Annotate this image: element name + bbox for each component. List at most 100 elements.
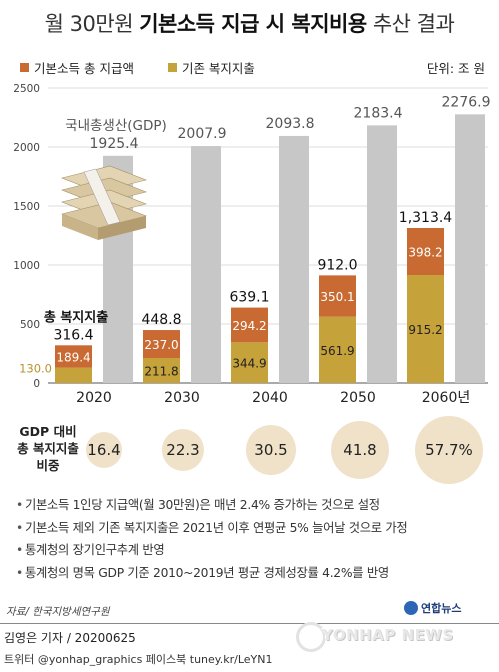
basic-income-bar — [143, 330, 180, 359]
x-tick-label: 2050 — [340, 390, 376, 406]
legend-item-existing: 기존 복지지출 — [167, 58, 255, 77]
total-series-label: 총 복지지출 — [44, 310, 108, 326]
note-item: • 통계청의 장기인구추계 반영 — [16, 539, 486, 562]
gdp-value-label: 2093.8 — [266, 116, 315, 132]
note-bullet: • — [16, 498, 23, 512]
basic-income-bar — [231, 307, 268, 343]
globe-icon — [404, 601, 418, 615]
chart-legend: 기본소득 총 지급액 기존 복지지출 — [20, 58, 289, 77]
ratio-bubble: 41.8 — [330, 420, 390, 480]
ratio-label-line-2: 총 복지지출 — [17, 441, 79, 456]
logo-text: 연합뉴스 — [421, 602, 462, 615]
bar-chart: 0 500 1000 1500 2000 2500 130.0 189.4 316.4 1925.… — [13, 83, 491, 406]
ratio-value-label: 16.4 — [87, 440, 121, 459]
note-bullet: • — [16, 565, 23, 580]
legend-label-existing: 기존 복지지출 — [181, 61, 255, 76]
existing-value-label: 130.0 — [19, 362, 52, 376]
basic-income-value-label: 350.1 — [320, 290, 354, 304]
note-item: • 기본소득 1인당 지급액(월 30만원)은 매년 2.4% 증가하는 것으로 … — [16, 494, 486, 517]
watermark-text: YONHAP NEWS — [322, 626, 454, 644]
existing-value-label: 211.8 — [144, 365, 178, 379]
note-text: 통계청의 장기인구추계 반영 — [25, 543, 165, 557]
x-tick-label: 2060년 — [422, 390, 471, 406]
basic-income-bar — [55, 345, 92, 368]
gdp-value-label: 2183.4 — [354, 105, 403, 121]
title-part3: 추산 결과 — [372, 12, 455, 36]
ratio-label-line-1: GDP 대비 — [19, 424, 77, 439]
gdp-series-label: 국내총생산(GDP) — [65, 118, 167, 134]
existing-welfare-bar — [143, 358, 180, 383]
ratio-value-label: 57.7% — [425, 440, 473, 459]
ratio-bubble: 57.7% — [414, 415, 484, 485]
total-value-label: 448.8 — [141, 312, 181, 328]
basic-income-bar — [407, 228, 444, 276]
money-band-icon — [83, 168, 121, 226]
gdp-bar — [367, 125, 397, 383]
total-value-label: 639.1 — [229, 290, 269, 306]
basic-income-bar — [319, 275, 356, 317]
note-bullet: • — [16, 543, 23, 557]
ratio-label: GDP 대비 총 복지지출 비중 — [8, 423, 88, 474]
x-tick-label: 2020 — [76, 390, 112, 406]
title-part1: 월 30만원 — [44, 12, 134, 36]
title-part2: 기본소득 지급 시 복지비용 — [139, 12, 367, 36]
basic-income-value-label: 294.2 — [232, 319, 266, 333]
basic-income-value-label: 189.4 — [56, 350, 90, 364]
note-text: 기본소득 1인당 지급액(월 30만원)은 매년 2.4% 증가하는 것으로 설… — [25, 498, 380, 512]
notes-list: • 기본소득 1인당 지급액(월 30만원)은 매년 2.4% 증가하는 것으로 … — [16, 494, 486, 584]
ratio-bubble: 16.4 — [85, 431, 123, 469]
note-text: 통계청의 명목 GDP 기준 2010~2019년 평균 경제성장률 4.2%를… — [25, 565, 389, 580]
gdp-bar — [191, 146, 221, 383]
note-item: • 통계청의 명목 GDP 기준 2010~2019년 평균 경제성장률 4.2%… — [16, 562, 486, 585]
gdp-bar — [455, 114, 485, 383]
ratio-value-label: 30.5 — [254, 440, 288, 459]
basic-income-value-label: 398.2 — [408, 246, 442, 260]
social-text: 트위터 @yonhap_graphics 페이스북 tuney.kr/LeYN1 — [4, 653, 273, 666]
existing-welfare-bar — [407, 275, 444, 383]
existing-welfare-bar — [231, 342, 268, 383]
money-stack-front-icon — [98, 216, 146, 240]
existing-welfare-bar — [319, 316, 356, 383]
watermark-ring-icon — [296, 622, 326, 652]
ratio-bubble: 22.3 — [161, 428, 205, 472]
gdp-value-label: 2007.9 — [178, 126, 227, 142]
y-tick-label: 2500 — [13, 83, 40, 95]
legend-label-basic-income: 기본소득 총 지급액 — [34, 61, 134, 76]
existing-welfare-bar — [55, 367, 92, 383]
source-text: 자료/ 한국지방세연구원 — [6, 606, 110, 618]
y-tick-label: 1500 — [13, 201, 40, 213]
y-tick-label: 1000 — [13, 260, 40, 272]
note-item: • 기본소득 제외 기존 복지지출은 2021년 이후 연평균 5% 늘어날 것으… — [16, 517, 486, 540]
ratio-bubble: 30.5 — [246, 425, 296, 475]
page-title: 월 30만원 기본소득 지급 시 복지비용 추산 결과 — [0, 8, 499, 38]
legend-item-basic-income: 기본소득 총 지급액 — [20, 58, 134, 77]
note-bullet: • — [16, 520, 23, 535]
legend-swatch-existing — [167, 63, 177, 72]
gdp-bar — [279, 135, 309, 383]
y-tick-label: 0 — [33, 378, 40, 390]
y-tick-label: 2000 — [13, 142, 40, 154]
ratio-label-line-3: 비중 — [36, 458, 60, 473]
credit-text: 김영은 기자 / 20200625 — [4, 631, 136, 645]
ratio-value-label: 22.3 — [166, 440, 200, 459]
gdp-value-label: 1925.4 — [90, 136, 139, 152]
note-text: 기본소득 제외 기존 복지지출은 2021년 이후 연평균 5% 늘어날 것으로… — [25, 520, 408, 535]
existing-value-label: 344.9 — [232, 357, 266, 371]
total-value-label: 1,313.4 — [399, 210, 453, 226]
total-value-label: 912.0 — [317, 257, 357, 273]
x-tick-label: 2040 — [252, 390, 288, 406]
x-tick-label: 2030 — [164, 390, 200, 406]
gdp-value-label: 2276.9 — [442, 94, 491, 110]
existing-value-label: 915.2 — [408, 323, 442, 337]
basic-income-value-label: 237.0 — [144, 338, 178, 352]
y-tick-label: 500 — [20, 319, 40, 331]
footer-divider — [0, 623, 499, 624]
unit-label: 단위: 조 원 — [426, 61, 485, 76]
money-stack-side-icon — [62, 214, 98, 240]
ratio-value-label: 41.8 — [343, 440, 377, 459]
yonhap-logo: 연합뉴스 — [404, 600, 461, 616]
total-value-label: 316.4 — [53, 327, 93, 343]
existing-value-label: 561.9 — [320, 344, 354, 358]
legend-swatch-basic-income — [20, 63, 29, 72]
